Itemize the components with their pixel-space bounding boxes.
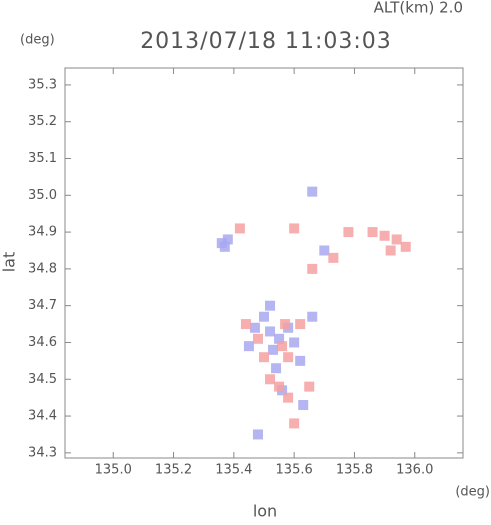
y-axis-label: lat (0, 252, 19, 273)
y-tick-label: 34.7 (28, 298, 57, 313)
echo-cell (252, 429, 263, 440)
y-tick-label: 35.2 (28, 114, 57, 129)
echo-cell (343, 227, 354, 238)
echo-cell (295, 319, 306, 330)
echo-cell (271, 363, 282, 374)
y-tick-label: 34.5 (28, 372, 57, 387)
echo-cell (240, 319, 251, 330)
echo-cell (265, 326, 276, 337)
echo-cell (367, 227, 378, 238)
echo-cell (391, 234, 402, 245)
echo-cell (298, 400, 309, 411)
echo-cell (283, 352, 294, 363)
y-tick-label: 35.1 (28, 151, 57, 166)
echo-cell (385, 245, 396, 256)
echo-cell (274, 381, 285, 392)
echo-cell (289, 418, 300, 429)
echo-cell (289, 337, 300, 348)
echo-cell (265, 374, 276, 385)
echo-cell (307, 263, 318, 274)
echo-cell (304, 381, 315, 392)
echo-cell (307, 311, 318, 322)
y-tick-label: 34.3 (28, 445, 57, 460)
echo-cell (243, 341, 254, 352)
x-tick-label: 135.2 (155, 463, 192, 478)
x-tick-label: 136.0 (396, 463, 433, 478)
y-tick-label: 34.4 (28, 409, 57, 424)
echo-cell (265, 300, 276, 311)
y-tick-label: 34.6 (28, 335, 57, 350)
plot-frame (64, 67, 464, 459)
x-tick-label: 135.8 (336, 463, 373, 478)
echo-cell (259, 311, 269, 322)
x-tick-label: 135.0 (95, 463, 132, 478)
echo-cell (277, 341, 288, 352)
echo-cell (222, 234, 233, 245)
echo-cell (319, 245, 330, 256)
echo-cell (268, 344, 279, 355)
echo-cell (219, 241, 230, 252)
y-unit: (deg) (20, 33, 55, 48)
echo-cell (249, 322, 260, 333)
y-tick-label: 35.3 (28, 77, 57, 92)
echo-cell (252, 333, 263, 344)
x-tick-label: 135.4 (215, 463, 252, 478)
x-tick-label: 135.6 (276, 463, 313, 478)
chart-subtitle: ALT(km) 2.0 (374, 0, 463, 17)
echo-cell (295, 355, 306, 366)
x-axis-label: lon (253, 502, 277, 521)
echo-cell (400, 241, 411, 252)
echo-cell (289, 223, 300, 234)
chart-title: 2013/07/18 11:03:03 (140, 29, 392, 54)
x-unit: (deg) (455, 485, 490, 500)
echo-cell (283, 392, 294, 403)
echo-cell (234, 223, 245, 234)
echo-cell (307, 186, 318, 197)
echo-cell (280, 319, 291, 330)
echo-cell (328, 252, 339, 263)
echo-cell (274, 333, 285, 344)
y-tick-label: 34.8 (28, 261, 57, 276)
echo-cell (259, 352, 269, 363)
y-tick-label: 34.9 (28, 225, 57, 240)
y-tick-label: 35.0 (28, 188, 57, 203)
echo-cell (379, 230, 390, 241)
